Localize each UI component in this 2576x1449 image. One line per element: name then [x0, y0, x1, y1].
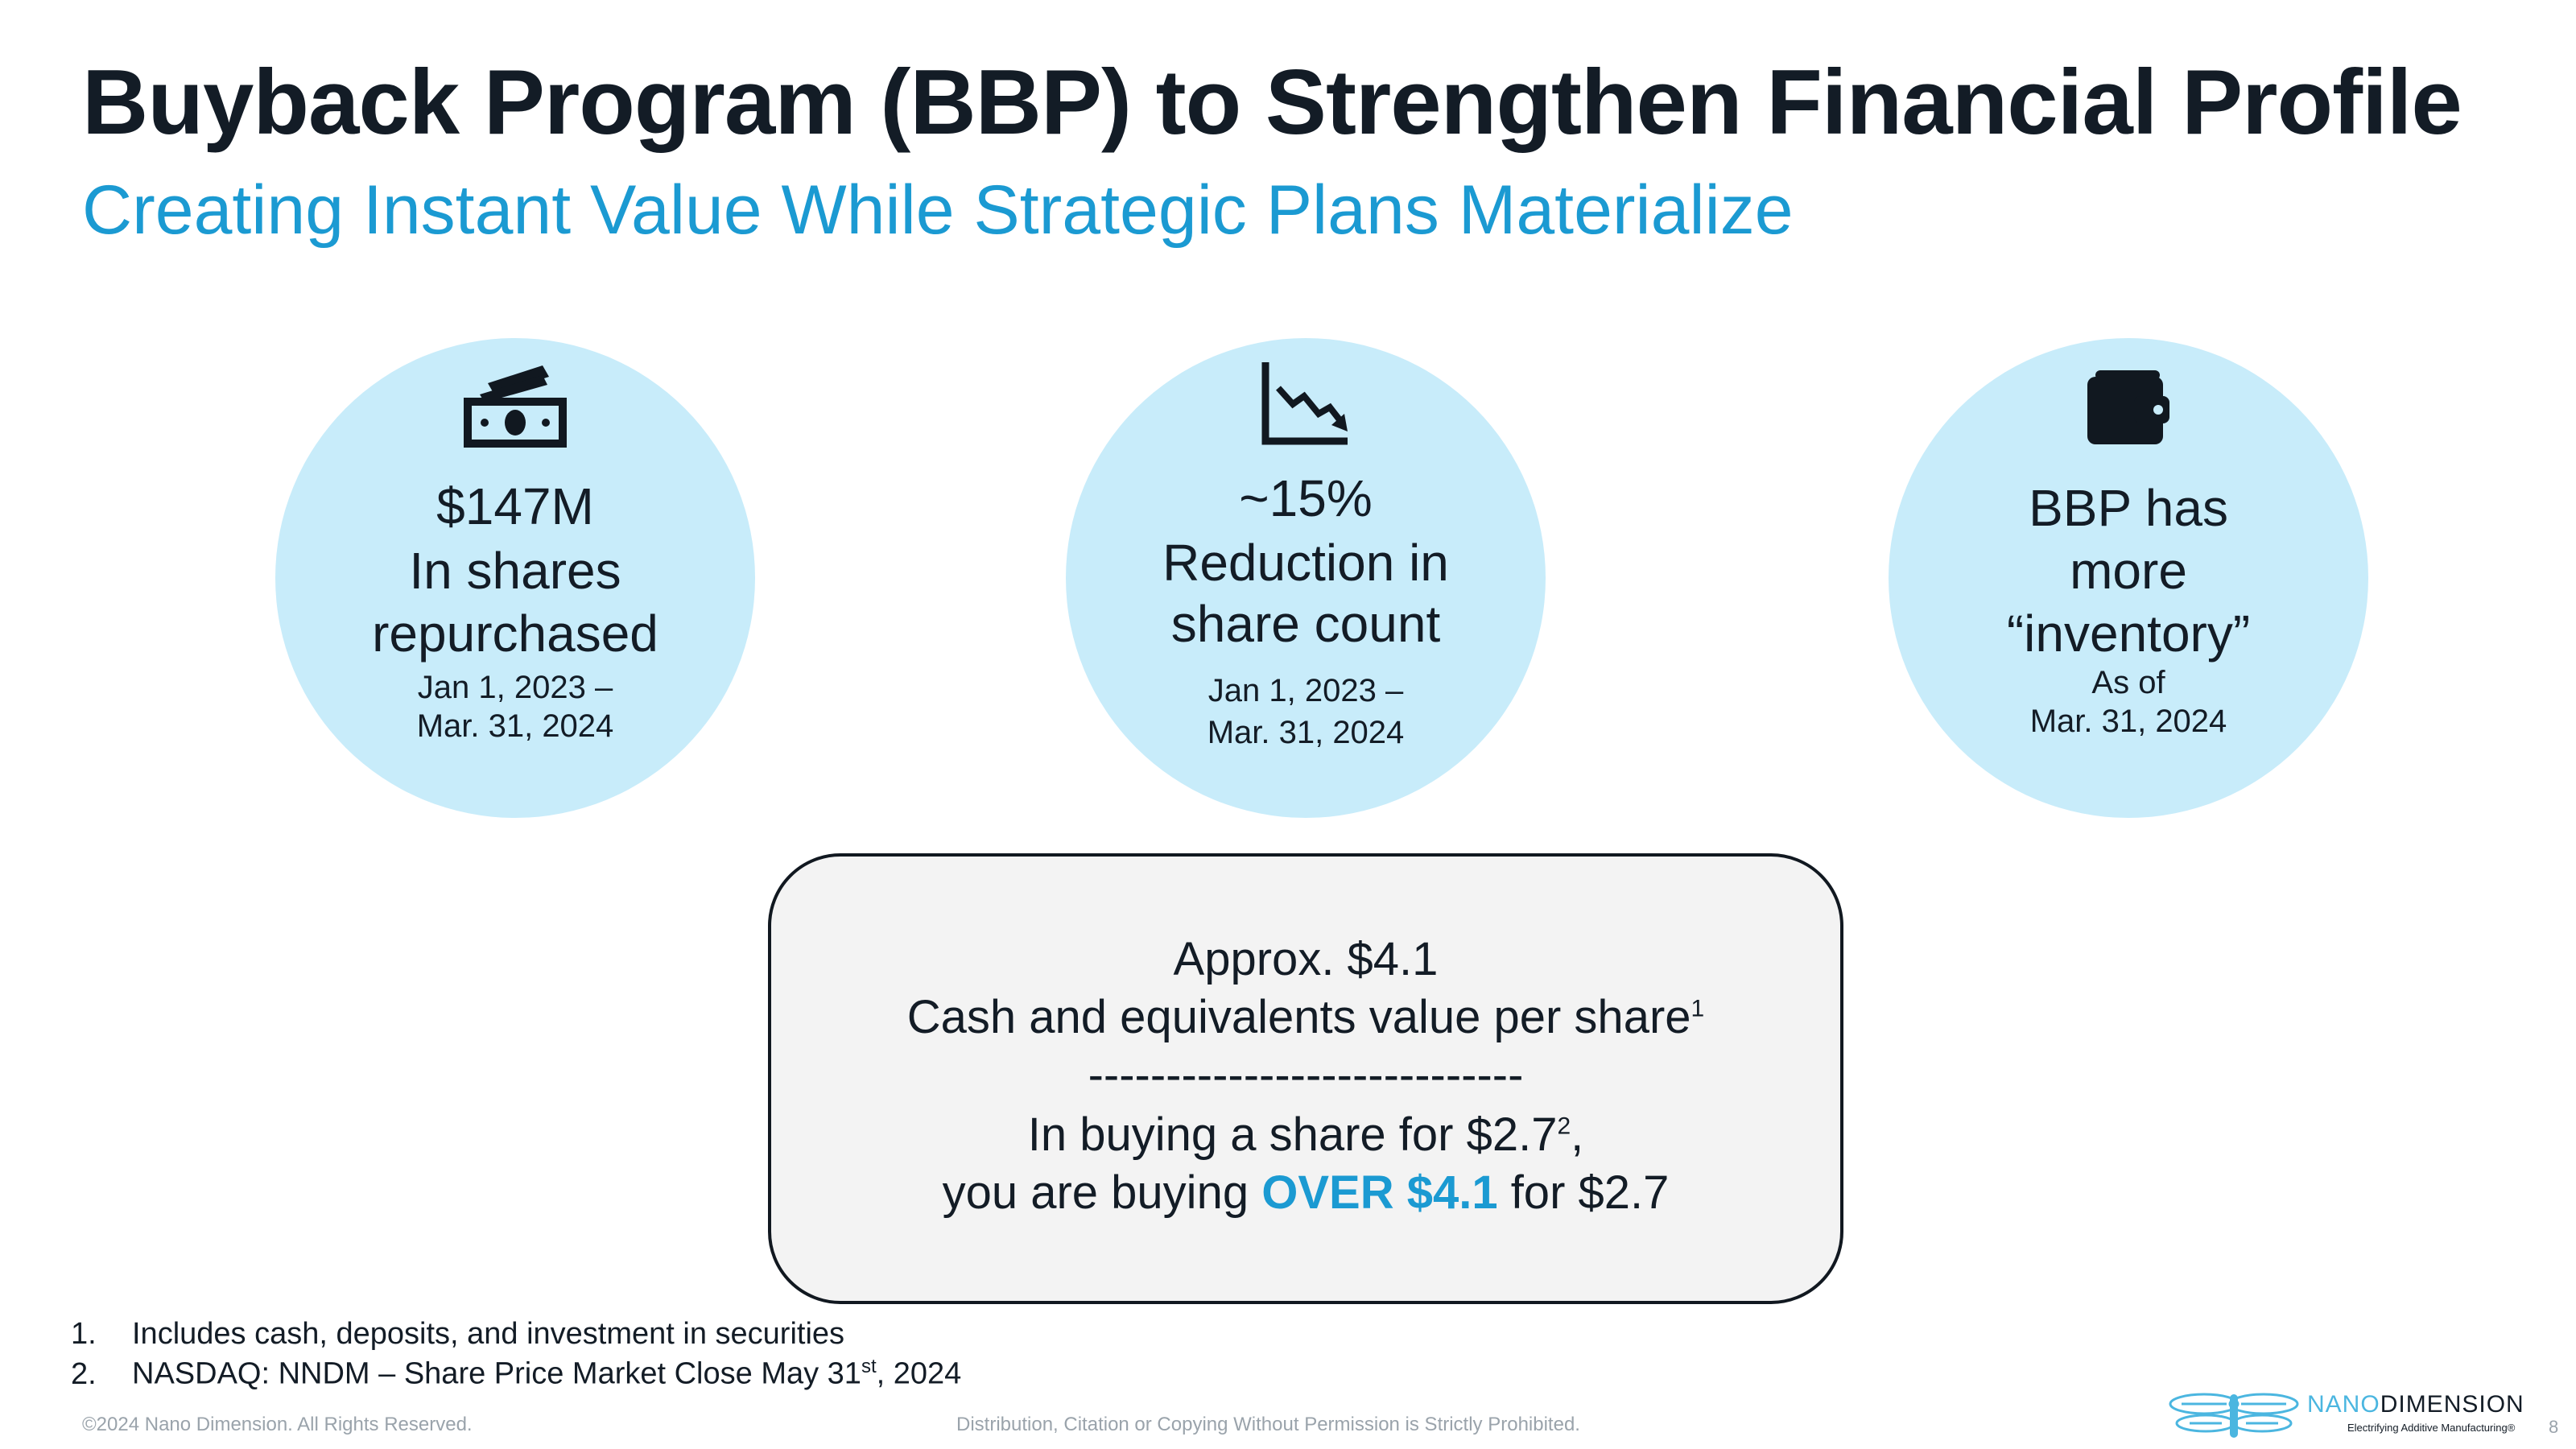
callout-text: ,	[1571, 1108, 1584, 1161]
card-label: more	[2070, 542, 2187, 600]
logo-tagline: Electrifying Additive Manufacturing®	[2347, 1422, 2516, 1434]
logo-wordmark: NANODIMENSION	[2307, 1391, 2524, 1418]
logo-wordmark-part: DIMENSION	[2380, 1391, 2524, 1418]
card-share-count-reduction: ~15% Reduction in share count Jan 1, 202…	[1066, 338, 1546, 818]
footnote-1: 1. Includes cash, deposits, and investmen…	[71, 1317, 844, 1352]
footnote-number: 1.	[71, 1317, 97, 1351]
card-date: Jan 1, 2023 –	[1208, 673, 1404, 708]
cash-icon	[464, 365, 567, 448]
footnote-number: 2.	[71, 1356, 97, 1391]
card-date: Mar. 31, 2024	[2029, 704, 2227, 739]
distribution-notice: Distribution, Citation or Copying Withou…	[956, 1414, 1580, 1435]
wallet-icon	[2087, 370, 2169, 444]
callout-line-4: you are buying OVER $4.1 for $2.7	[771, 1164, 1840, 1222]
page-title: Buyback Program (BBP) to Strengthen Fina…	[82, 52, 2462, 154]
copyright-text: ©2024 Nano Dimension. All Rights Reserve…	[82, 1414, 473, 1435]
footnote-sup: st	[861, 1356, 877, 1377]
callout-text: In buying a share for $2.7	[1027, 1108, 1558, 1161]
footnote-text: , 2024	[876, 1356, 962, 1391]
card-shares-repurchased: $147M In shares repurchased Jan 1, 2023 …	[275, 338, 755, 818]
footnote-ref: 2	[1557, 1113, 1571, 1140]
card-label: repurchased	[372, 605, 658, 663]
card-date: Mar. 31, 2024	[416, 708, 614, 744]
card-date: Mar. 31, 2024	[1207, 715, 1405, 750]
callout-text: you are buying	[942, 1166, 1262, 1219]
footnote-text: NASDAQ: NNDM – Share Price Market Close …	[132, 1356, 861, 1391]
footnote-text: Includes cash, deposits, and investment …	[132, 1317, 845, 1351]
dragonfly-logo-icon	[2169, 1393, 2299, 1438]
callout-line-2: Cash and equivalents value per share1	[771, 989, 1840, 1046]
card-date: As of	[2091, 665, 2165, 700]
page-subtitle: Creating Instant Value While Strategic P…	[82, 171, 1794, 249]
callout-highlight: OVER $4.1	[1261, 1166, 1498, 1219]
card-label: Reduction in	[1162, 534, 1449, 592]
page-number: 8	[2549, 1417, 2559, 1437]
callout-line-3: In buying a share for $2.72,	[771, 1106, 1840, 1164]
card-label: In shares	[409, 542, 621, 600]
company-logo: NANODIMENSION Electrifying Additive Manu…	[2165, 1385, 2524, 1441]
card-label: “inventory”	[2006, 605, 2251, 663]
card-metric: ~15%	[1239, 469, 1373, 527]
callout-text: Cash and equivalents value per share	[906, 991, 1691, 1043]
value-callout-box: Approx. $4.1 Cash and equivalents value …	[768, 853, 1843, 1304]
card-date: Jan 1, 2023 –	[417, 670, 613, 705]
callout-line-1: Approx. $4.1	[1173, 933, 1439, 985]
callout-text: for $2.7	[1497, 1166, 1670, 1219]
card-label: share count	[1170, 595, 1441, 653]
footnote-2: 2. NASDAQ: NNDM – Share Price Market Clos…	[71, 1356, 961, 1392]
card-label: BBP has	[2029, 479, 2228, 537]
card-metric: $147M	[436, 477, 594, 535]
downtrend-chart-icon	[1261, 362, 1348, 445]
callout-divider: ----------------------------	[1088, 1049, 1524, 1101]
footnote-ref: 1	[1690, 995, 1705, 1022]
card-bbp-inventory: BBP has more “inventory” As of Mar. 31, …	[1889, 338, 2368, 818]
logo-wordmark-part: NANO	[2307, 1391, 2380, 1418]
